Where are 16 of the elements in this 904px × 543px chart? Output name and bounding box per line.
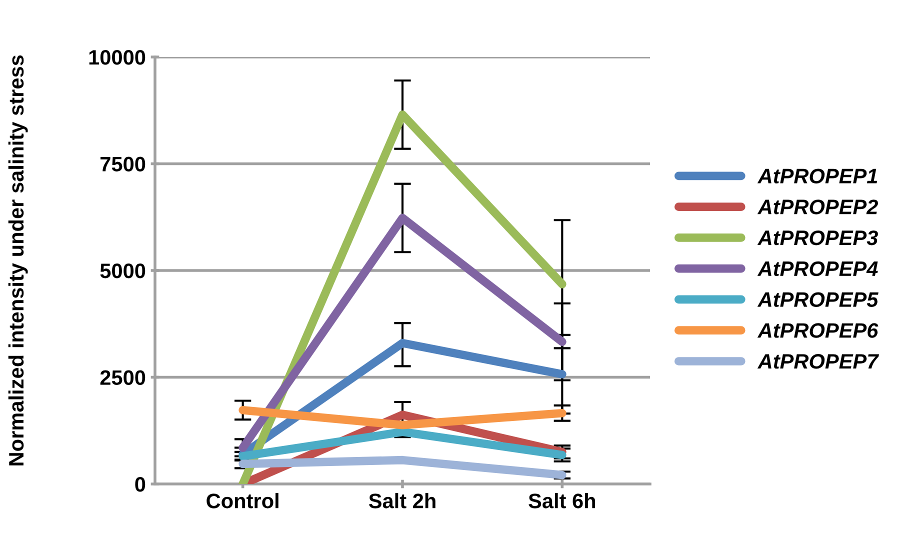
y-tick-label: 2500 xyxy=(100,370,146,386)
legend-label: AtPROPEP6 xyxy=(757,323,878,338)
y-tick-label: 10000 xyxy=(89,50,146,65)
legend-label: AtPROPEP4 xyxy=(757,261,878,276)
legend-label: AtPROPEP2 xyxy=(757,200,878,214)
x-tick-label: Salt 2h xyxy=(368,493,436,508)
legend-label: AtPROPEP5 xyxy=(757,292,878,307)
y-tick-label: 7500 xyxy=(100,156,146,172)
x-tick-label: Salt 6h xyxy=(528,493,596,508)
legend-label: AtPROPEP3 xyxy=(757,230,878,246)
y-axis-title: Normalized intensity under salinity stress xyxy=(8,55,28,466)
y-tick-label: 5000 xyxy=(100,264,146,278)
legend-label: AtPROPEP1 xyxy=(757,168,878,184)
x-tick-label: Control xyxy=(206,493,278,508)
legend-label: AtPROPEP7 xyxy=(757,354,880,369)
y-tick-label: 0 xyxy=(135,477,146,492)
